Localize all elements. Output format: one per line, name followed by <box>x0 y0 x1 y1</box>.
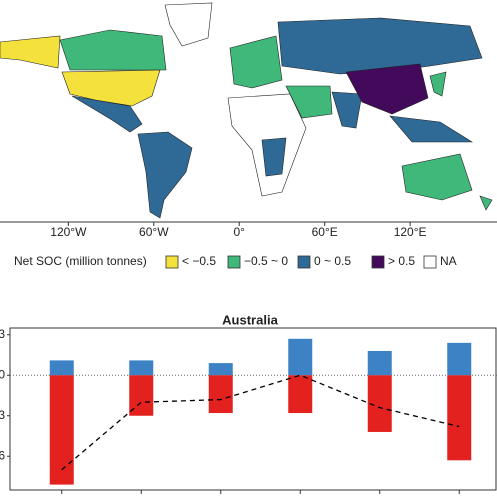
bar <box>367 350 392 376</box>
country <box>277 17 483 75</box>
bar <box>129 360 154 376</box>
x-tick-label: 120°W <box>50 225 87 239</box>
y-tick-label: 0 <box>0 367 5 381</box>
x-tick-label: 120°E <box>394 225 427 239</box>
country <box>137 131 193 219</box>
bar <box>447 342 472 376</box>
y-tick-label: -6 <box>0 448 5 462</box>
x-tick-label: 60°W <box>139 225 169 239</box>
bar <box>208 363 233 376</box>
country <box>164 2 213 47</box>
legend-label: −0.5 ~ 0 <box>244 254 288 268</box>
country <box>261 137 287 177</box>
legend-swatch <box>371 255 385 269</box>
bar <box>49 375 74 485</box>
legend-swatch <box>423 255 437 269</box>
country <box>401 153 473 201</box>
legend-swatch <box>297 255 311 269</box>
country <box>71 95 143 133</box>
plot-frame <box>9 327 497 491</box>
bar <box>288 375 313 414</box>
bar <box>367 375 392 432</box>
bar <box>288 338 313 376</box>
world-map <box>0 0 497 223</box>
legend-label: > 0.5 <box>388 254 415 268</box>
legend-title: Net SOC (million tonnes) <box>14 254 147 268</box>
net-line <box>61 374 460 471</box>
country <box>345 63 429 115</box>
bar <box>447 375 472 461</box>
country <box>61 69 161 107</box>
legend: < −0.5 −0.5 ~ 0 0 ~ 0.5 > 0.5 NA <box>165 254 457 269</box>
legend-label: NA <box>440 254 457 268</box>
x-tick-label: 60°E <box>312 225 338 239</box>
legend-label: 0 ~ 0.5 <box>314 254 351 268</box>
country <box>285 85 333 119</box>
chart-title: Australia <box>222 312 278 327</box>
bar <box>49 360 74 376</box>
country <box>429 71 447 97</box>
country <box>479 195 493 211</box>
country <box>229 35 283 89</box>
country <box>331 91 363 129</box>
legend-label: < −0.5 <box>182 254 216 268</box>
country <box>59 29 167 71</box>
bar <box>208 375 233 414</box>
y-tick-label: 3 <box>0 327 5 341</box>
legend-swatch <box>165 255 179 269</box>
legend-swatch <box>227 255 241 269</box>
country <box>0 35 61 69</box>
x-tick-label: 0° <box>234 225 246 239</box>
y-tick-label: -3 <box>0 408 5 422</box>
country <box>389 115 474 143</box>
